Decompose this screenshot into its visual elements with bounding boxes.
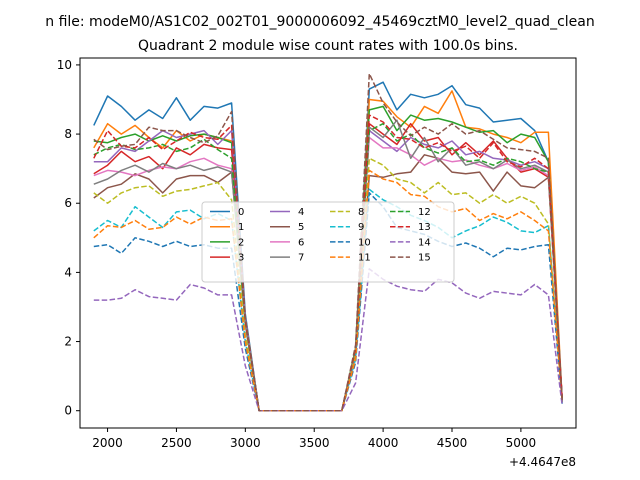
x-tick-label: 3500 [299, 436, 330, 450]
legend-label-5: 5 [298, 222, 304, 233]
x-tick-label: 2000 [92, 436, 123, 450]
series-line-9 [93, 188, 563, 412]
figure-suptitle: n file: modeM0/AS1C02_002T01_9000006092_… [45, 14, 594, 30]
series-line-15 [93, 72, 563, 412]
x-tick-label: 4500 [437, 436, 468, 450]
legend-label-11: 11 [358, 253, 371, 264]
y-tick-label: 0 [64, 404, 72, 418]
legend-label-15: 15 [418, 253, 431, 264]
y-tick-label: 4 [64, 265, 72, 279]
chart-title: Quadrant 2 module wise count rates with … [138, 38, 518, 54]
y-tick-label: 10 [57, 58, 72, 72]
x-tick-label: 3000 [230, 436, 261, 450]
y-tick-label: 6 [64, 196, 72, 210]
x-axis-offset-label: +4.4647e8 [509, 455, 576, 469]
series-line-14 [93, 268, 563, 412]
legend-label-12: 12 [418, 207, 431, 218]
x-tick-label: 5000 [506, 436, 537, 450]
legend-box [201, 201, 455, 283]
legend-label-2: 2 [238, 237, 244, 248]
series-line-5 [93, 154, 563, 412]
axes-frame [79, 57, 577, 429]
y-tick-label: 8 [64, 127, 72, 141]
legend-label-4: 4 [298, 207, 304, 218]
legend-label-10: 10 [358, 237, 371, 248]
y-axis: 0 2 4 6 8 10 [57, 58, 80, 418]
legend-label-9: 9 [358, 222, 364, 233]
legend-label-3: 3 [238, 253, 244, 264]
legend-label-13: 13 [418, 222, 431, 233]
legend-label-7: 7 [298, 253, 304, 264]
x-axis: 2000 2500 3000 3500 4000 4500 5000 [92, 428, 536, 450]
y-tick-label: 2 [64, 335, 72, 349]
x-tick-label: 4000 [368, 436, 399, 450]
series-line-8 [93, 157, 563, 412]
legend-label-8: 8 [358, 207, 364, 218]
legend-label-6: 6 [298, 237, 304, 248]
legend-label-0: 0 [238, 207, 244, 218]
series-layer [93, 72, 563, 412]
x-tick-label: 2500 [161, 436, 192, 450]
series-line-11 [93, 169, 563, 412]
legend-label-14: 14 [418, 237, 431, 248]
series-line-10 [93, 192, 563, 412]
legend-label-1: 1 [238, 222, 244, 233]
